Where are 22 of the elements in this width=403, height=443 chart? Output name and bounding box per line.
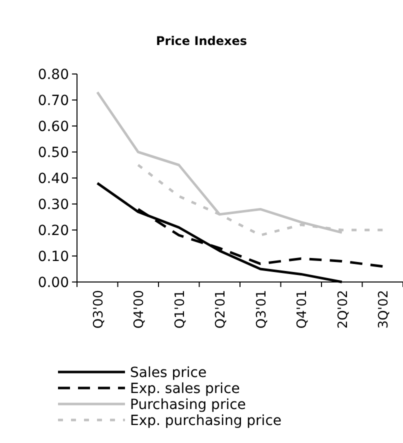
y-tick-label: 0.40 — [38, 170, 69, 187]
legend-label: Exp. sales price — [130, 380, 240, 397]
chart-title: Price Indexes — [156, 34, 248, 48]
x-tick-label: Q1'01 — [172, 290, 188, 329]
x-tick-label: 3Q'02 — [376, 290, 392, 329]
y-tick-label: 0.60 — [38, 118, 69, 135]
y-tick-label: 0.70 — [38, 92, 69, 109]
x-tick-label: 2Q'02 — [336, 290, 351, 329]
x-tick-label: Q4'01 — [295, 290, 310, 329]
y-tick-label: 0.10 — [38, 248, 69, 265]
x-tick-label: Q3'00 — [91, 290, 106, 329]
legend-label: Sales price — [130, 364, 207, 381]
y-tick-label: 0.20 — [38, 222, 69, 239]
y-tick-label: 0.80 — [38, 66, 69, 83]
x-tick-label: Q3'01 — [254, 290, 270, 329]
legend-label: Purchasing price — [130, 396, 246, 413]
x-tick-label: Q2'01 — [214, 290, 229, 329]
x-tick-label: Q4'00 — [132, 290, 148, 329]
y-tick-label: 0.30 — [38, 196, 69, 213]
legend-label: Exp. purchasing price — [130, 412, 282, 429]
y-tick-label: 0.50 — [38, 144, 69, 161]
y-tick-label: 0.00 — [38, 274, 69, 291]
